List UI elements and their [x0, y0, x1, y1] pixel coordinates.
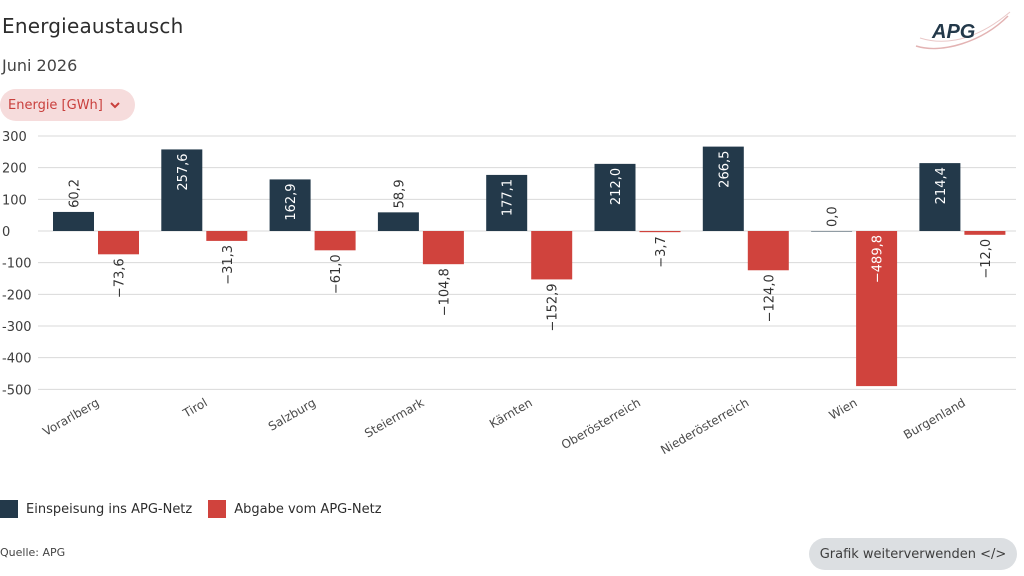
x-tick-label: Oberösterreich [559, 395, 643, 452]
data-label: 214,4 [934, 167, 949, 204]
data-label: −12,0 [979, 239, 994, 279]
data-label: −489,8 [871, 235, 886, 283]
legend-item-withdrawal[interactable]: Abgabe vom APG-Netz [208, 500, 382, 518]
data-label: 60,2 [68, 179, 83, 208]
logo-text: APG [931, 21, 975, 43]
data-label: 266,5 [717, 151, 732, 188]
dropdown-label: Energie [GWh] [8, 97, 103, 113]
chevron-down-icon [110, 102, 120, 109]
reuse-graphic-button[interactable]: Grafik weiterverwenden </> [809, 538, 1017, 570]
unit-dropdown[interactable]: Energie [GWh] [0, 89, 135, 121]
x-tick-label: Vorarlberg [40, 395, 101, 438]
bar-feed-in [161, 149, 203, 231]
bar-withdrawal [639, 231, 681, 233]
bar-withdrawal [314, 231, 356, 251]
y-tick-label: -200 [2, 288, 32, 303]
y-tick-label: 100 [2, 193, 27, 208]
page-title: Energieaustausch [2, 14, 184, 38]
y-tick-label: 300 [2, 130, 27, 145]
bar-feed-in [594, 163, 636, 231]
y-tick-label: 200 [2, 162, 27, 177]
bar-withdrawal [747, 231, 789, 271]
data-label: 0,0 [826, 206, 841, 227]
bar-chart: 300 200 100 0 -100 -200 -300 -400 -500 60,2 −73,6 V… [2, 130, 1016, 457]
x-tick-label: Niederösterreich [658, 395, 751, 457]
data-label: 177,1 [501, 179, 516, 216]
x-tick-label: Burgenland [901, 395, 968, 442]
bar-feed-in [919, 163, 961, 231]
bar-withdrawal [531, 231, 573, 280]
bar-withdrawal [206, 231, 248, 241]
bar-withdrawal [98, 231, 139, 255]
x-tick-label: Salzburg [266, 395, 318, 433]
data-label: −73,6 [113, 258, 128, 298]
data-label: −61,0 [329, 254, 344, 294]
bar-feed-in [702, 146, 744, 231]
bar-feed-in [811, 231, 853, 232]
legend-swatch-withdrawal [208, 500, 227, 518]
bar-withdrawal [964, 231, 1006, 235]
data-label: 58,9 [392, 179, 407, 208]
source-note: Quelle: APG [0, 546, 66, 559]
apg-logo: APG [915, 11, 1011, 50]
y-tick-label: 0 [2, 225, 10, 240]
bar-withdrawal [422, 231, 464, 265]
data-label: 257,6 [176, 153, 191, 190]
bar-feed-in [269, 179, 311, 231]
bar-feed-in [377, 212, 419, 231]
bar-withdrawal [856, 231, 898, 387]
y-tick-label: -300 [2, 320, 32, 335]
legend-label-withdrawal: Abgabe vom APG-Netz [234, 501, 382, 517]
page-subtitle: Juni 2026 [2, 56, 78, 75]
data-label: 212,0 [609, 168, 624, 205]
x-tick-label: Tirol [180, 395, 210, 420]
data-label: −104,8 [437, 268, 452, 316]
y-tick-label: -400 [2, 352, 32, 367]
legend-swatch-feed-in [0, 500, 18, 518]
x-tick-label: Kärnten [487, 395, 535, 431]
data-label: −3,7 [654, 236, 669, 268]
y-tick-label: -500 [2, 383, 32, 398]
data-label: −124,0 [762, 274, 777, 322]
bar-feed-in [486, 174, 528, 231]
chart-legend: Einspeisung ins APG-Netz Abgabe vom APG-… [0, 500, 382, 518]
y-tick-label: -100 [2, 257, 32, 272]
bar-feed-in [53, 211, 94, 231]
data-label: 162,9 [284, 183, 299, 220]
x-tick-label: Wien [827, 395, 860, 422]
legend-item-feed-in[interactable]: Einspeisung ins APG-Netz [0, 500, 192, 518]
x-tick-label: Steiermark [362, 395, 426, 440]
data-label: −31,3 [221, 245, 236, 285]
data-label: −152,9 [546, 283, 561, 331]
legend-label-feed-in: Einspeisung ins APG-Netz [26, 501, 193, 517]
